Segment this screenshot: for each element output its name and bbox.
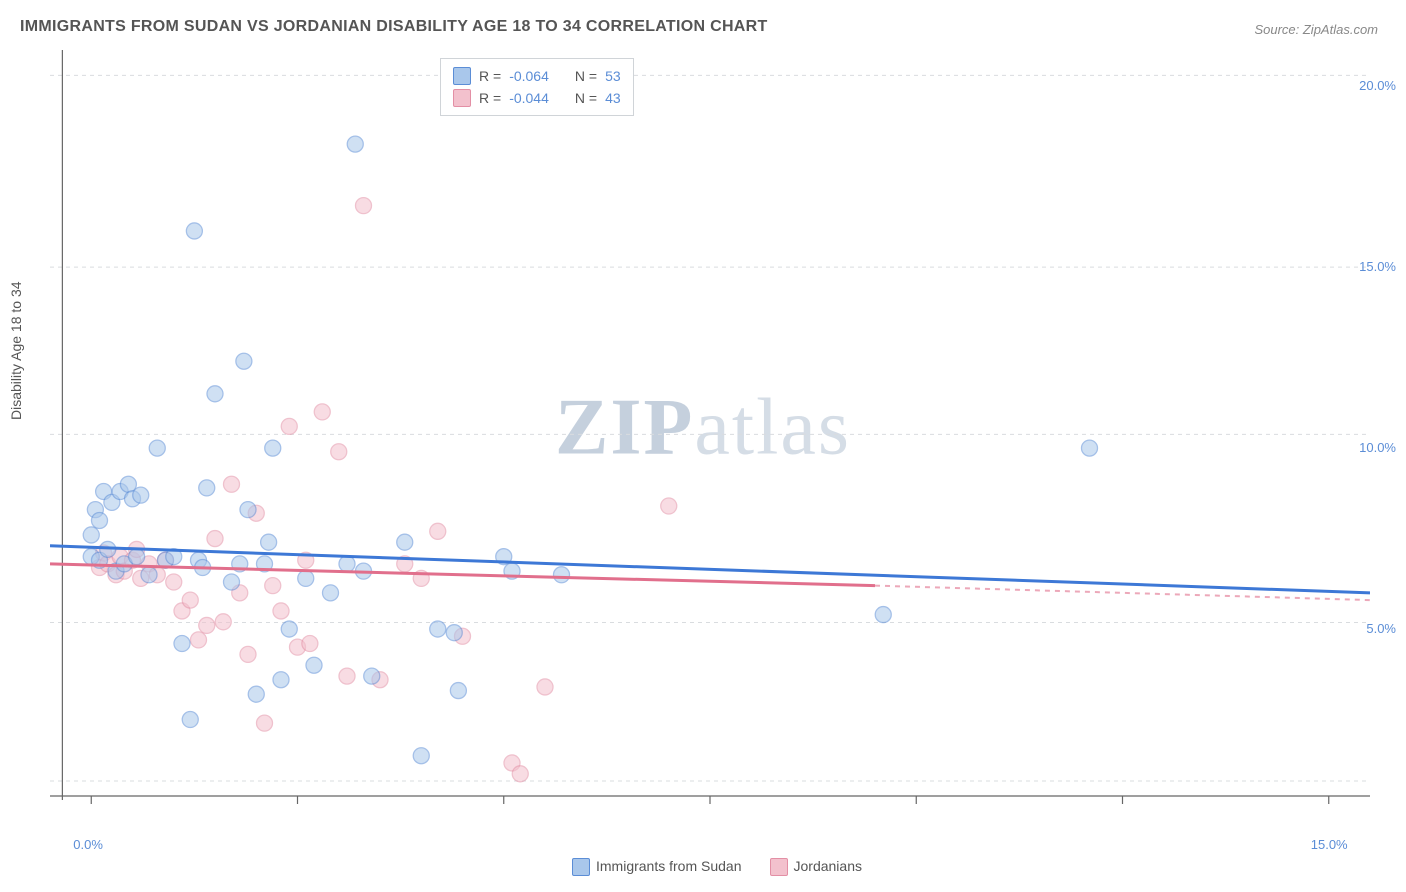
scatter-plot <box>50 50 1370 810</box>
stats-n-label: N = <box>575 68 597 84</box>
legend-label: Immigrants from Sudan <box>596 858 742 874</box>
chart-title: IMMIGRANTS FROM SUDAN VS JORDANIAN DISAB… <box>20 18 768 36</box>
x-tick-label: 15.0% <box>1311 837 1348 852</box>
source-attribution: Source: ZipAtlas.com <box>1254 22 1378 37</box>
y-tick-label: 10.0% <box>1359 440 1396 455</box>
legend-label: Jordanians <box>794 858 863 874</box>
stats-r-label: R = <box>479 90 501 106</box>
stats-n-label: N = <box>575 90 597 106</box>
y-tick-label: 15.0% <box>1359 259 1396 274</box>
legend-swatch <box>572 858 590 876</box>
stats-r-label: R = <box>479 68 501 84</box>
stats-r-value: -0.044 <box>509 90 549 106</box>
y-axis-label: Disability Age 18 to 34 <box>8 281 24 420</box>
stats-row: R = -0.064 N = 53 <box>453 65 621 87</box>
stats-swatch <box>453 89 471 107</box>
x-tick-label: 0.0% <box>73 837 103 852</box>
stats-row: R = -0.044 N = 43 <box>453 87 621 109</box>
stats-r-value: -0.064 <box>509 68 549 84</box>
y-tick-label: 20.0% <box>1359 78 1396 93</box>
legend-bottom: Immigrants from Sudan Jordanians <box>0 858 1406 876</box>
stats-n-value: 43 <box>605 90 621 106</box>
stats-swatch <box>453 67 471 85</box>
stats-n-value: 53 <box>605 68 621 84</box>
legend-swatch <box>770 858 788 876</box>
y-tick-label: 5.0% <box>1366 621 1396 636</box>
correlation-stats-box: R = -0.064 N = 53 R = -0.044 N = 43 <box>440 58 634 116</box>
